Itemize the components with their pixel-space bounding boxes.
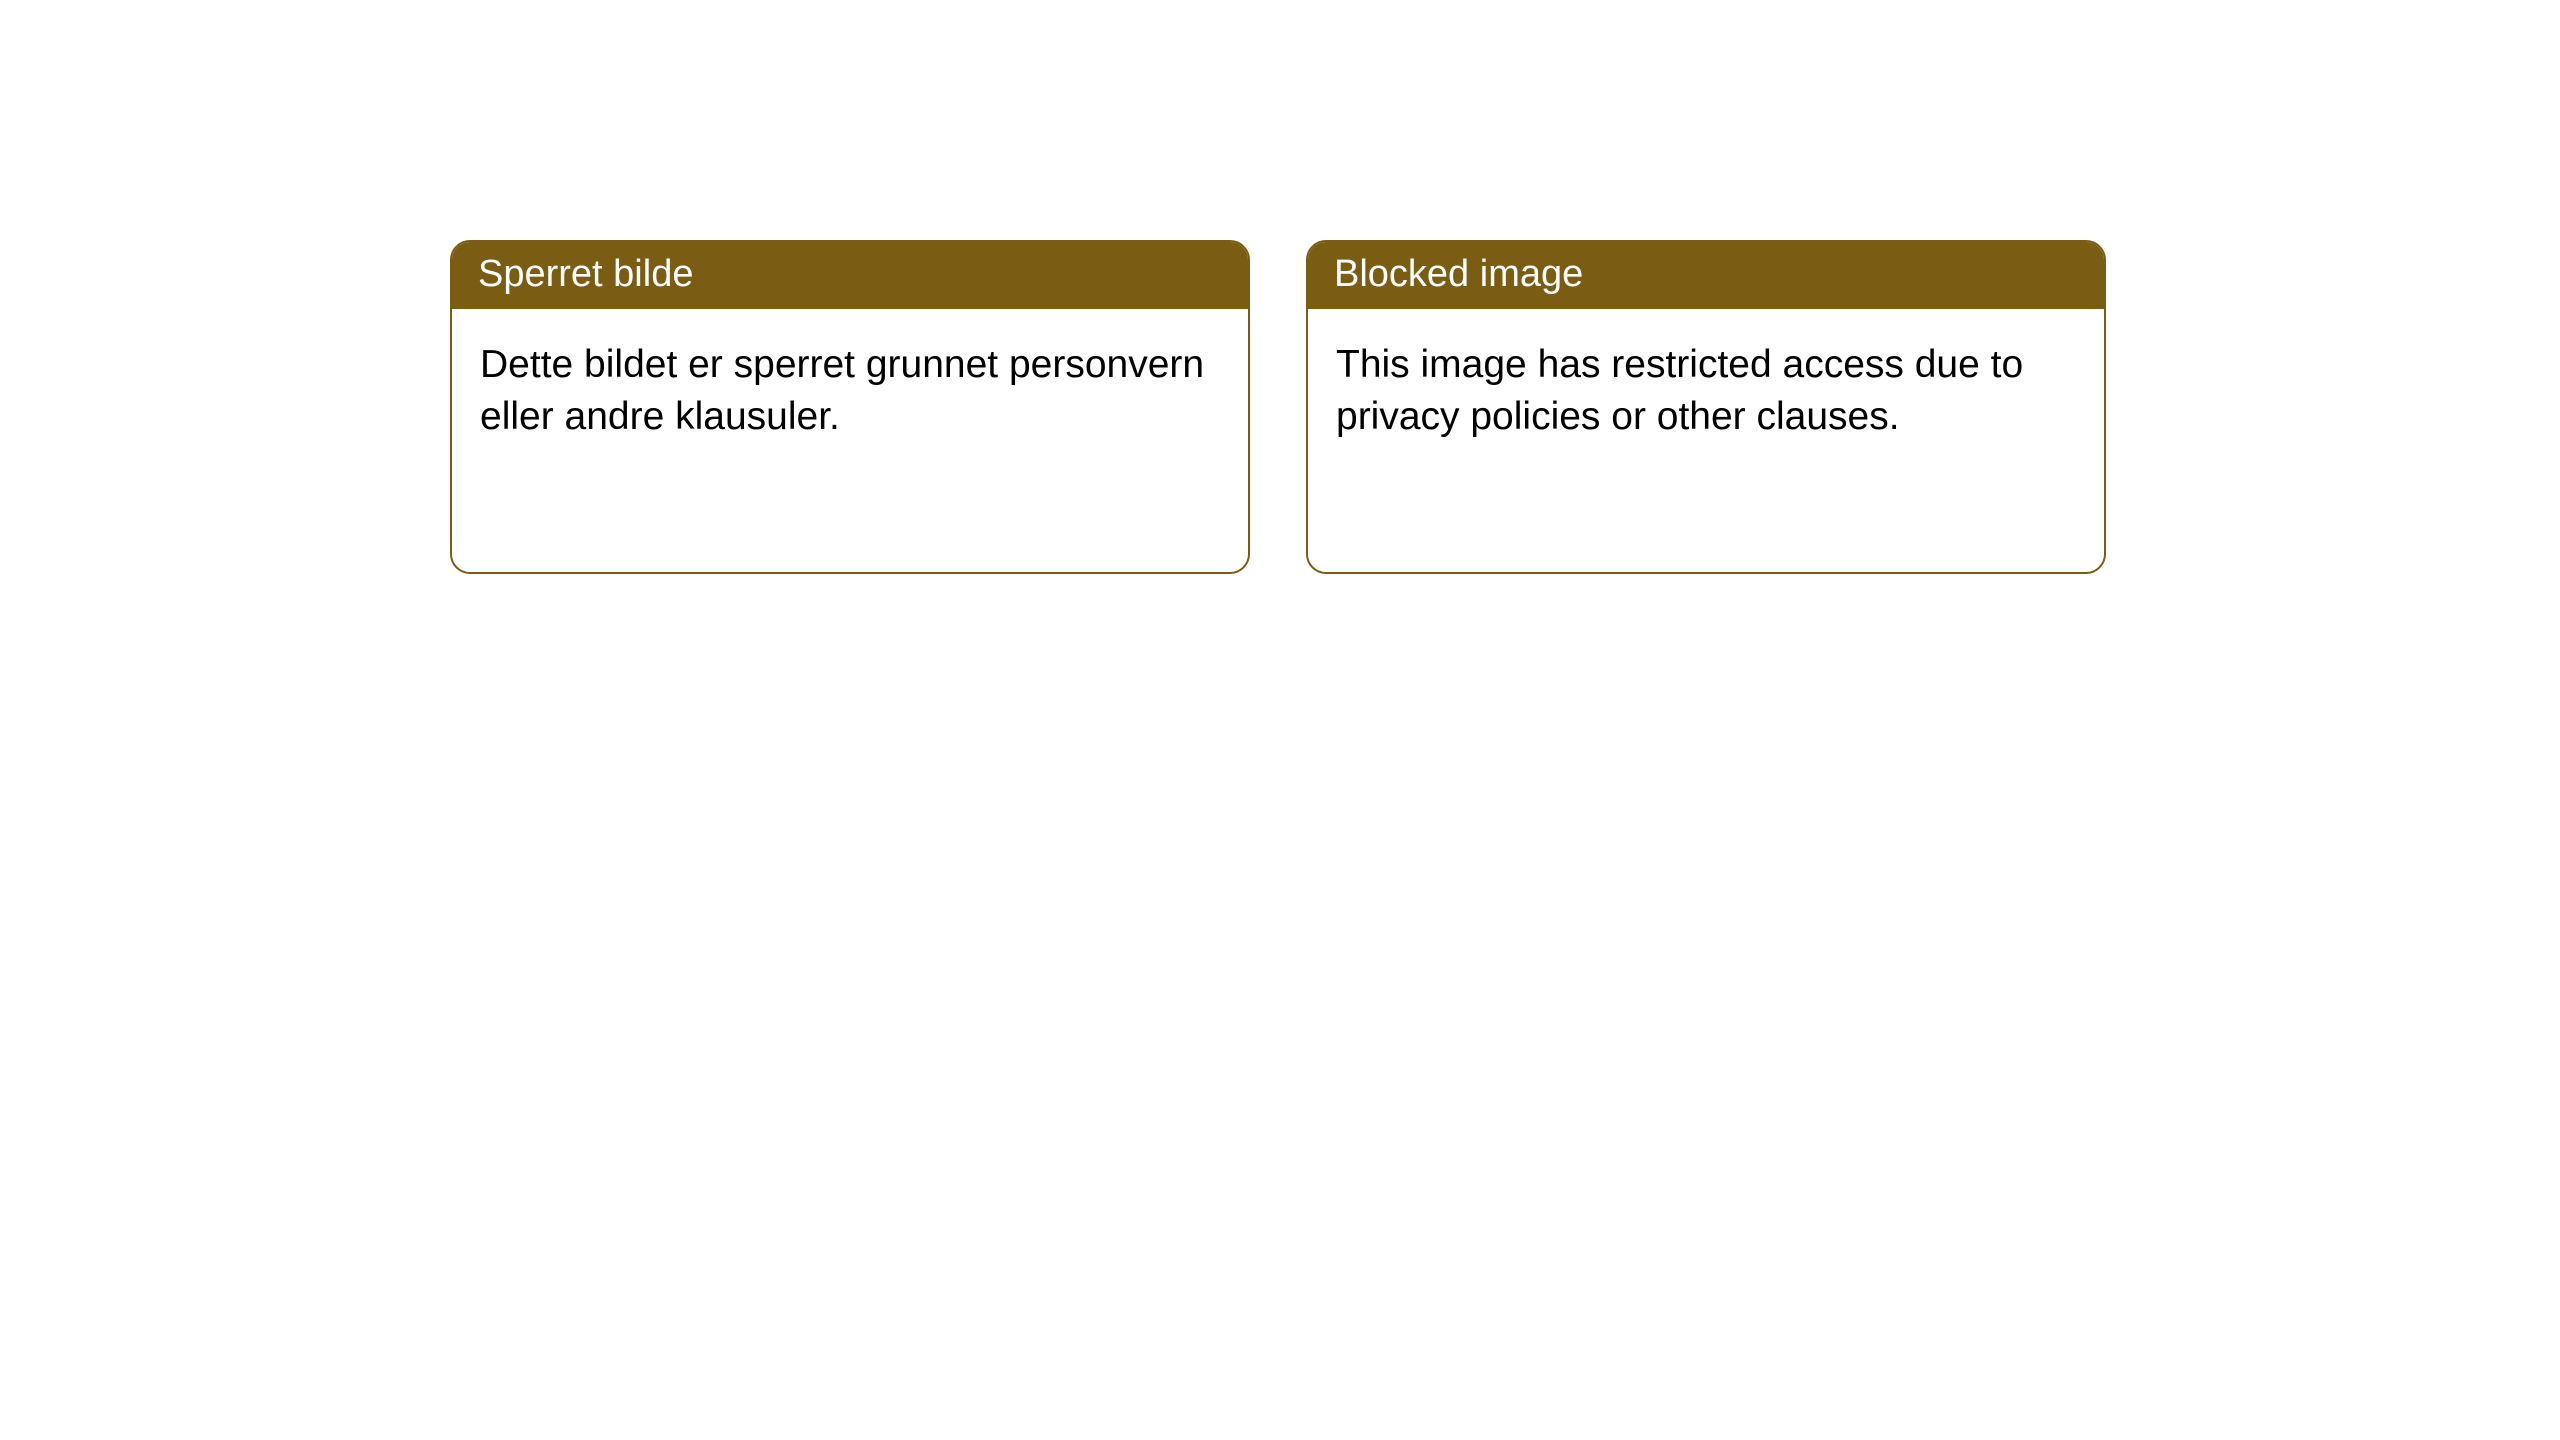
notice-card-body: This image has restricted access due to … [1308, 309, 2104, 472]
notice-card-header: Sperret bilde [452, 242, 1248, 309]
notice-card-english: Blocked image This image has restricted … [1306, 240, 2106, 574]
notice-header-text: Blocked image [1334, 253, 1583, 295]
notice-body-text: Dette bildet er sperret grunnet personve… [480, 343, 1204, 437]
notice-card-body: Dette bildet er sperret grunnet personve… [452, 309, 1248, 472]
notice-card-header: Blocked image [1308, 242, 2104, 309]
notice-body-text: This image has restricted access due to … [1336, 343, 2023, 437]
notice-header-text: Sperret bilde [478, 253, 693, 295]
notice-card-norwegian: Sperret bilde Dette bildet er sperret gr… [450, 240, 1250, 574]
notice-card-container: Sperret bilde Dette bildet er sperret gr… [450, 240, 2106, 574]
